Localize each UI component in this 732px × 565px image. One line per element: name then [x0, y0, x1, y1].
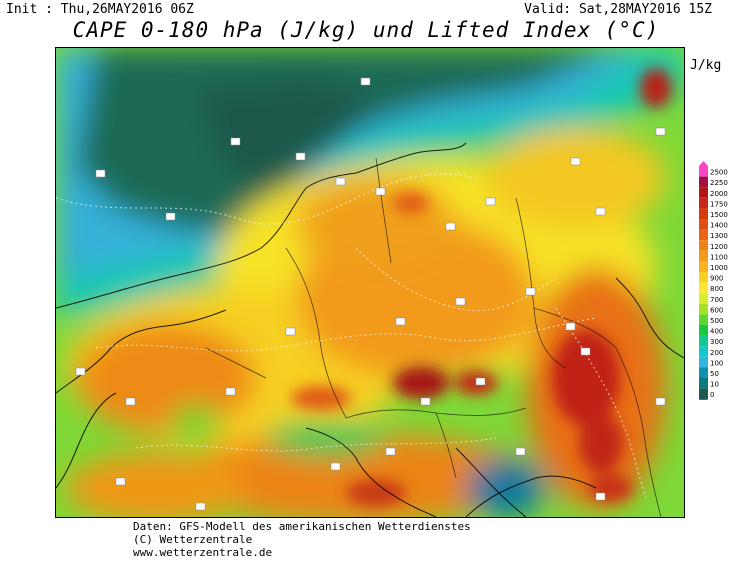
- legend-swatch: [699, 229, 708, 241]
- lifted-index-contours: [56, 173, 647, 499]
- legend-swatch: [699, 240, 708, 251]
- country-borders: [205, 157, 662, 517]
- legend-level-label: 1750: [710, 200, 728, 208]
- legend-level-label: 1200: [710, 243, 728, 251]
- legend-level-label: 2250: [710, 179, 728, 187]
- legend-arrow-top: [699, 161, 708, 166]
- legend-level-label: 1300: [710, 232, 728, 240]
- legend-unit: J/kg: [690, 58, 722, 73]
- legend-swatch: [699, 314, 708, 325]
- legend-level-label: 1000: [710, 264, 728, 272]
- legend-level-label: 1500: [710, 211, 728, 219]
- color-scale-legend: 2500225020001750150014001300120011001000…: [699, 161, 728, 400]
- credits-website: www.wetterzentrale.de: [133, 546, 273, 559]
- legend-swatch: [699, 261, 708, 272]
- legend-level-label: 50: [710, 370, 719, 378]
- legend-level-label: 800: [710, 285, 723, 293]
- cape-map: [55, 47, 685, 518]
- credits-copyright: (C) Wetterzentrale: [133, 533, 253, 546]
- legend-level-label: 2000: [710, 190, 728, 198]
- legend-level-label: 600: [710, 306, 723, 314]
- legend-swatch: [699, 187, 708, 198]
- legend-level-label: 10: [710, 381, 719, 389]
- legend-level-label: 200: [710, 349, 723, 357]
- legend-level-label: 0: [710, 391, 714, 399]
- legend-swatch: [699, 250, 708, 262]
- map-title: CAPE 0-180 hPa (J/kg) und Lifted Index (…: [72, 18, 660, 42]
- credits-data-source: Daten: GFS-Modell des amerikanischen Wet…: [133, 520, 471, 533]
- legend-level-label: 300: [710, 338, 723, 346]
- legend-level-label: 2500: [710, 169, 728, 177]
- legend-swatch: [699, 197, 708, 209]
- legend-swatch: [699, 325, 708, 336]
- legend-swatch: [699, 367, 708, 378]
- legend-swatch: [699, 166, 708, 177]
- legend-swatch: [699, 176, 708, 188]
- valid-time-label: Valid: Sat,28MAY2016 15Z: [524, 2, 712, 17]
- legend-arrow-bottom: [699, 399, 708, 400]
- legend-swatch: [699, 378, 708, 389]
- legend-swatch: [699, 293, 708, 304]
- legend-level-label: 900: [710, 275, 723, 283]
- legend-swatch: [699, 346, 708, 357]
- value-tags: [75, 77, 666, 511]
- legend-level-label: 700: [710, 296, 723, 304]
- legend-swatch: [699, 272, 708, 283]
- legend-swatch: [699, 388, 708, 400]
- legend-level-label: 500: [710, 317, 723, 325]
- legend-swatch: [699, 282, 708, 294]
- credits: Daten: GFS-Modell des amerikanischen Wet…: [133, 520, 471, 559]
- legend-level-label: 100: [710, 359, 723, 367]
- init-time-label: Init : Thu,26MAY2016 06Z: [6, 2, 194, 17]
- legend-swatch: [699, 219, 708, 230]
- coastlines: [56, 142, 684, 517]
- legend-level-label: 1100: [710, 253, 728, 261]
- cape-field: [56, 48, 684, 517]
- legend-level-label: 400: [710, 328, 723, 336]
- legend-swatch: [699, 356, 708, 368]
- legend-swatch: [699, 335, 708, 347]
- legend-swatch: [699, 303, 708, 315]
- legend-level-label: 1400: [710, 222, 728, 230]
- legend-swatch: [699, 208, 708, 219]
